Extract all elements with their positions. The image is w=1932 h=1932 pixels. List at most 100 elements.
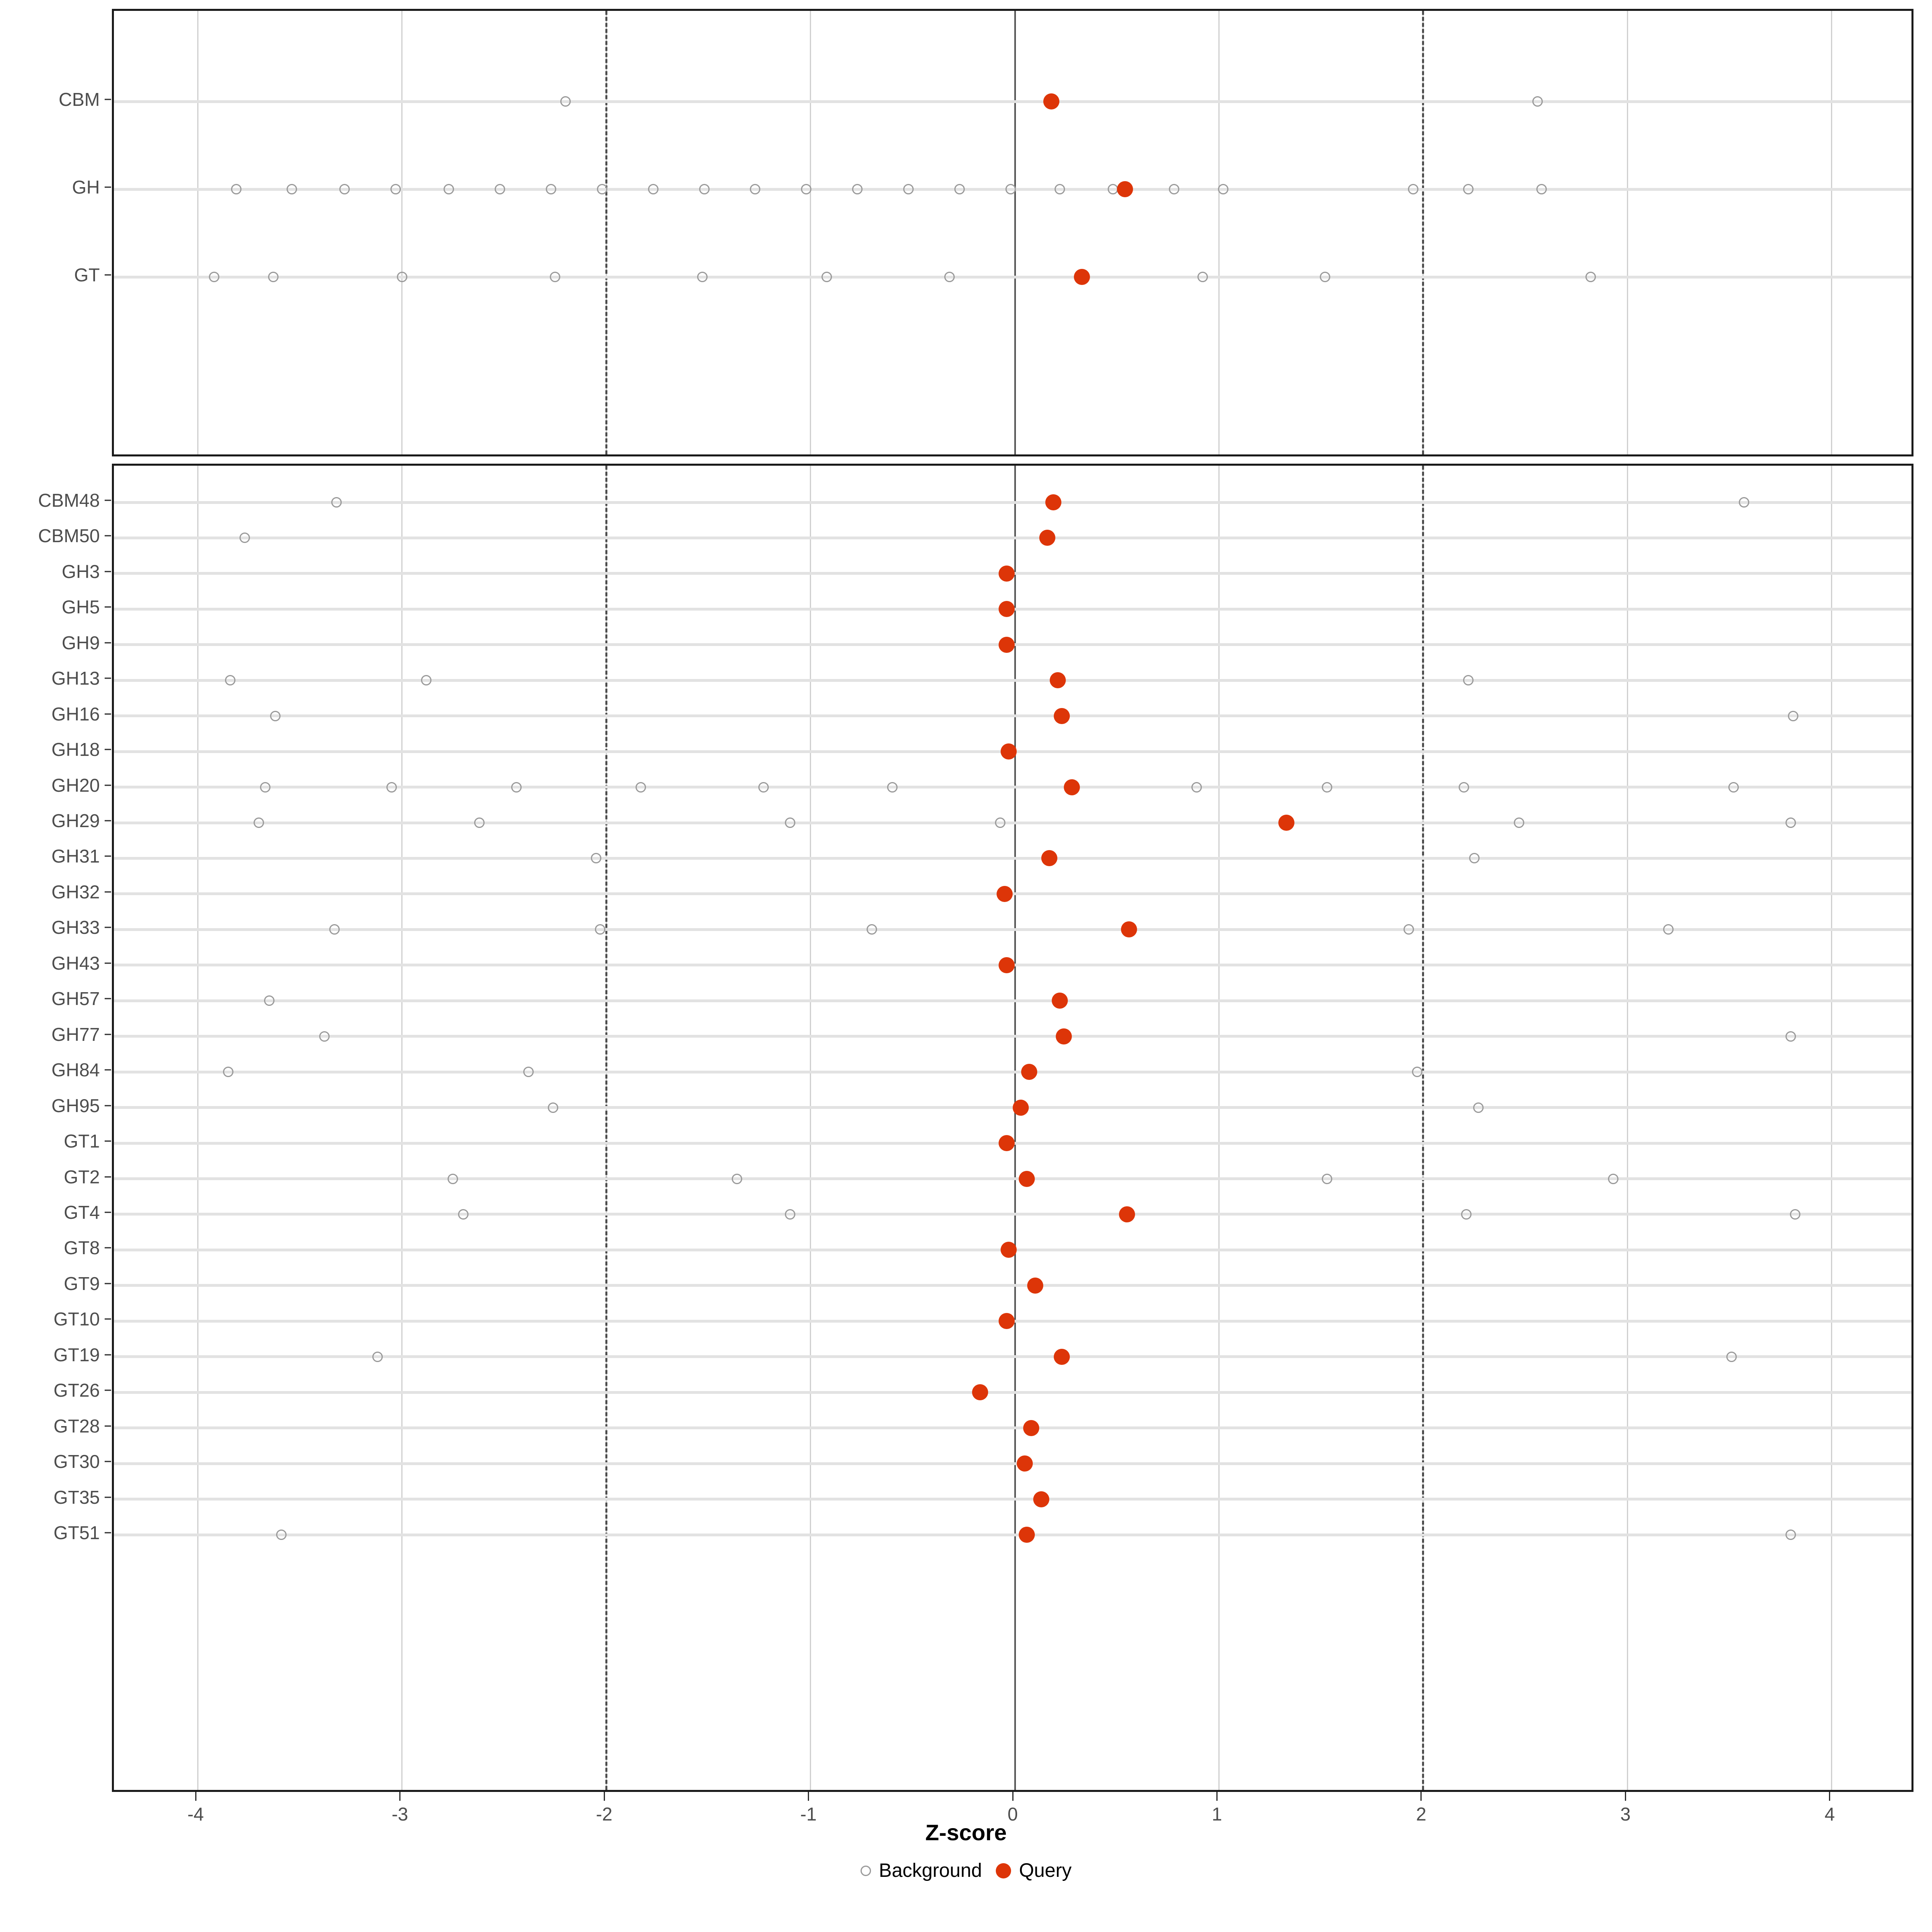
- background-point: [260, 782, 270, 793]
- query-point: [998, 1135, 1015, 1152]
- background-point: [474, 817, 485, 828]
- background-point: [1005, 184, 1016, 194]
- query-point: [1051, 993, 1068, 1009]
- row-gridline: [114, 857, 1911, 860]
- query-point: [1027, 1277, 1043, 1294]
- background-point: [903, 184, 914, 194]
- row-gridline: [114, 1035, 1911, 1038]
- row-gridline: [114, 928, 1911, 931]
- y-axis-tick: [105, 927, 111, 928]
- y-axis-tick: [105, 642, 111, 644]
- background-point: [1785, 1031, 1796, 1042]
- y-axis-tick: [105, 713, 111, 715]
- background-point: [1473, 1102, 1484, 1113]
- background-point: [1197, 272, 1208, 282]
- background-point: [1322, 1173, 1333, 1184]
- y-axis-tick: [105, 962, 111, 964]
- plot-area-top: [114, 11, 1911, 454]
- row-gridline: [114, 1533, 1911, 1536]
- x-axis-tick--2: [603, 1792, 605, 1801]
- background-point: [1785, 1530, 1796, 1540]
- vertical-gridline--1: [810, 466, 811, 1790]
- background-point: [276, 1530, 287, 1540]
- y-axis-label-GH95: GH95: [51, 1095, 100, 1116]
- background-point: [1404, 924, 1414, 935]
- query-point: [1033, 1491, 1049, 1507]
- y-axis-label-GH3: GH3: [62, 561, 100, 582]
- row-gridline: [114, 892, 1911, 896]
- x-axis-tick--1: [808, 1792, 809, 1801]
- y-axis-tick: [105, 535, 111, 537]
- y-axis-tick: [105, 998, 111, 999]
- reference-line-2: [1422, 11, 1424, 454]
- query-point: [1019, 1170, 1035, 1187]
- background-point: [594, 924, 605, 935]
- background-point: [421, 675, 432, 686]
- background-point: [560, 96, 571, 107]
- y-axis-label-GH16: GH16: [51, 703, 100, 724]
- background-point: [386, 782, 397, 793]
- background-point: [758, 782, 769, 793]
- y-axis-tick: [105, 1283, 111, 1284]
- background-point: [1107, 184, 1118, 194]
- background-point: [223, 1067, 234, 1077]
- background-point: [511, 782, 522, 793]
- row-gridline: [114, 786, 1911, 789]
- query-point: [1064, 779, 1080, 795]
- background-point: [231, 184, 242, 194]
- vertical-gridline-3: [1627, 11, 1628, 454]
- y-axis-tick: [105, 1034, 111, 1035]
- row-gridline: [114, 679, 1911, 682]
- row-gridline: [114, 714, 1911, 718]
- y-axis-label-GH9: GH9: [62, 632, 100, 653]
- y-axis-label-GH29: GH29: [51, 810, 100, 832]
- background-point: [784, 817, 795, 828]
- y-axis-label-GT4: GT4: [64, 1201, 100, 1223]
- y-axis-label-GH31: GH31: [51, 846, 100, 867]
- plot-area-bottom: [114, 466, 1911, 1790]
- background-point: [954, 184, 965, 194]
- y-axis-tick: [105, 1318, 111, 1320]
- y-axis-tick: [105, 99, 111, 100]
- y-axis-tick: [105, 1389, 111, 1391]
- background-point: [1536, 184, 1547, 194]
- query-point: [1278, 815, 1294, 831]
- chart-legend: Background Query: [0, 1860, 1932, 1882]
- y-axis-tick: [105, 1496, 111, 1498]
- row-gridline: [114, 1462, 1911, 1465]
- x-axis-tick-4: [1829, 1792, 1831, 1801]
- background-point: [887, 782, 898, 793]
- x-axis-tick-label-0: 0: [1007, 1804, 1018, 1825]
- query-point: [1023, 1420, 1039, 1436]
- vertical-gridline-0: [1014, 11, 1016, 454]
- row-gridline: [114, 1106, 1911, 1109]
- row-gridline: [114, 501, 1911, 504]
- vertical-gridline--4: [197, 11, 198, 454]
- y-axis-label-GT19: GT19: [53, 1344, 100, 1365]
- x-axis-tick-3: [1624, 1792, 1626, 1801]
- query-point: [1039, 530, 1056, 546]
- background-point: [1412, 1067, 1422, 1077]
- y-axis-tick: [105, 749, 111, 750]
- background-point: [1790, 1209, 1800, 1220]
- background-point: [444, 184, 454, 194]
- query-point: [1119, 1206, 1135, 1222]
- background-point: [995, 817, 1006, 828]
- row-gridline: [114, 1355, 1911, 1358]
- background-point: [1463, 184, 1474, 194]
- background-point: [448, 1173, 458, 1184]
- background-point: [396, 272, 407, 282]
- background-point: [1320, 272, 1331, 282]
- open-circle-icon: [860, 1865, 871, 1876]
- query-point: [1041, 850, 1058, 867]
- x-axis-tick-label--1: -1: [800, 1804, 817, 1825]
- query-point: [996, 886, 1013, 902]
- query-point: [998, 1313, 1015, 1329]
- y-axis-label-GT30: GT30: [53, 1451, 100, 1472]
- vertical-gridline-4: [1831, 466, 1833, 1790]
- x-axis-tick-label--2: -2: [596, 1804, 613, 1825]
- y-axis-label-GH32: GH32: [51, 881, 100, 902]
- query-point: [1000, 1242, 1017, 1258]
- vertical-gridline--4: [197, 466, 198, 1790]
- query-point: [998, 636, 1015, 653]
